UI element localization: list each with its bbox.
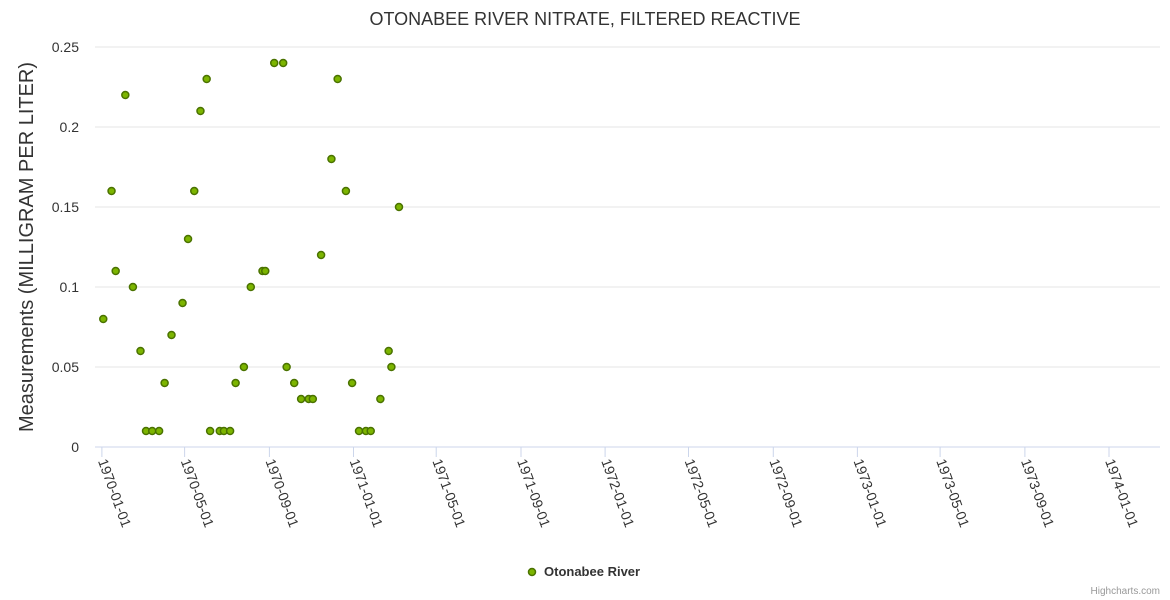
data-point[interactable] bbox=[341, 186, 351, 196]
data-point[interactable] bbox=[269, 58, 279, 68]
chart-credit[interactable]: Highcharts.com bbox=[1091, 586, 1160, 597]
x-tick-label: 1973-05-01 bbox=[933, 457, 973, 530]
x-tick-label: 1971-01-01 bbox=[347, 457, 387, 530]
data-point[interactable] bbox=[225, 426, 235, 436]
data-point[interactable] bbox=[296, 394, 306, 404]
data-point[interactable] bbox=[246, 282, 256, 292]
x-tick-label: 1974-01-01 bbox=[1102, 457, 1142, 530]
y-tick-label: 0.25 bbox=[52, 39, 79, 55]
data-point[interactable] bbox=[183, 234, 193, 244]
data-point[interactable] bbox=[347, 378, 357, 388]
y-tick-label: 0.15 bbox=[52, 199, 79, 215]
y-axis-label: Measurements (MILLIGRAM PER LITER) bbox=[16, 62, 38, 432]
x-tick-label: 1970-01-01 bbox=[95, 457, 135, 530]
data-point[interactable] bbox=[327, 154, 336, 164]
x-tick-label: 1970-05-01 bbox=[178, 457, 218, 530]
data-point[interactable] bbox=[316, 250, 326, 260]
data-point[interactable] bbox=[387, 362, 396, 372]
y-tick-label: 0.1 bbox=[60, 279, 80, 295]
data-point[interactable] bbox=[239, 362, 249, 372]
grid-lines bbox=[95, 46, 1160, 368]
x-tick-label: 1972-01-01 bbox=[598, 457, 638, 530]
data-point[interactable] bbox=[121, 90, 130, 100]
data-point[interactable] bbox=[99, 314, 108, 324]
y-tick-label: 0 bbox=[71, 439, 79, 455]
data-point[interactable] bbox=[376, 394, 385, 404]
data-point[interactable] bbox=[111, 266, 120, 276]
y-axis-ticks: 0 0.05 0.1 0.15 0.2 0.25 bbox=[52, 39, 79, 455]
data-point[interactable] bbox=[308, 394, 318, 404]
data-point[interactable] bbox=[167, 330, 176, 340]
data-point[interactable] bbox=[154, 426, 164, 436]
data-point[interactable] bbox=[136, 346, 145, 356]
data-point[interactable] bbox=[202, 74, 211, 84]
data-point[interactable] bbox=[333, 74, 342, 84]
data-point[interactable] bbox=[384, 346, 393, 356]
data-point[interactable] bbox=[178, 298, 187, 308]
x-tick-label: 1971-09-01 bbox=[514, 457, 554, 530]
data-point[interactable] bbox=[196, 106, 205, 116]
data-point[interactable] bbox=[278, 58, 288, 68]
legend-label[interactable]: Otonabee River bbox=[544, 564, 640, 579]
x-tick-label: 1972-05-01 bbox=[682, 457, 722, 530]
data-point[interactable] bbox=[128, 282, 138, 292]
x-tick-label: 1971-05-01 bbox=[429, 457, 469, 530]
y-tick-label: 0.05 bbox=[52, 359, 79, 375]
chart-title: OTONABEE RIVER NITRATE, FILTERED REACTIV… bbox=[369, 9, 800, 29]
data-point[interactable] bbox=[289, 378, 299, 388]
data-point[interactable] bbox=[205, 426, 215, 436]
data-point[interactable] bbox=[282, 362, 291, 372]
data-point[interactable] bbox=[354, 426, 364, 436]
legend-marker[interactable] bbox=[527, 567, 537, 577]
x-tick-label: 1973-01-01 bbox=[851, 457, 891, 530]
data-point[interactable] bbox=[261, 266, 270, 276]
x-axis-ticks: 1970-01-01 1970-05-01 1970-09-01 1971-01-01… bbox=[95, 447, 1142, 530]
x-tick-label: 1972-09-01 bbox=[766, 457, 806, 530]
legend[interactable]: Otonabee River bbox=[527, 564, 641, 579]
data-point[interactable] bbox=[107, 186, 116, 196]
data-point[interactable] bbox=[160, 378, 169, 388]
x-tick-label: 1973-09-01 bbox=[1018, 457, 1058, 530]
data-point[interactable] bbox=[231, 378, 240, 388]
series-otonabee-river bbox=[99, 58, 404, 436]
data-point[interactable] bbox=[366, 426, 375, 436]
y-tick-label: 0.2 bbox=[60, 119, 80, 135]
data-point[interactable] bbox=[394, 202, 404, 212]
x-tick-label: 1970-09-01 bbox=[263, 457, 303, 530]
data-point[interactable] bbox=[190, 186, 199, 196]
data-point[interactable] bbox=[147, 426, 157, 436]
